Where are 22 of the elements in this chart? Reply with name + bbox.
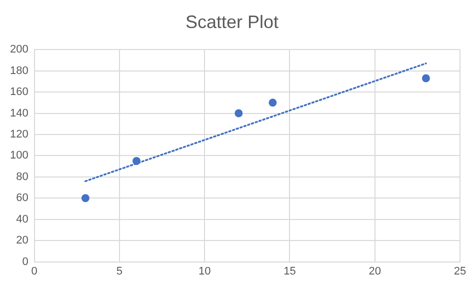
y-tick-label: 140 [10,107,28,120]
y-tick-label: 100 [10,150,28,162]
x-tick-label: 0 [31,265,38,278]
chart-title: Scatter Plot [185,12,279,32]
y-tick-label: 180 [10,64,28,77]
point [81,194,90,202]
y-tick-label: 200 [10,44,28,56]
y-tick-label: 120 [10,128,28,141]
x-tick-label: 25 [454,265,466,278]
x-tick-label: 20 [368,265,381,278]
x-tick-label: 5 [116,265,123,278]
y-tick-label: 40 [16,213,28,226]
y-tick-label: 80 [16,170,28,183]
x-tick-label: 10 [198,265,211,278]
y-tick-label: 0 [22,256,28,268]
y-tick-label: 60 [16,192,28,204]
y-tick-label: 160 [10,86,28,98]
point [268,98,277,107]
x-tick-label: 15 [284,265,296,278]
y-tick-label: 20 [16,234,28,247]
point [422,74,430,82]
point [234,109,243,118]
